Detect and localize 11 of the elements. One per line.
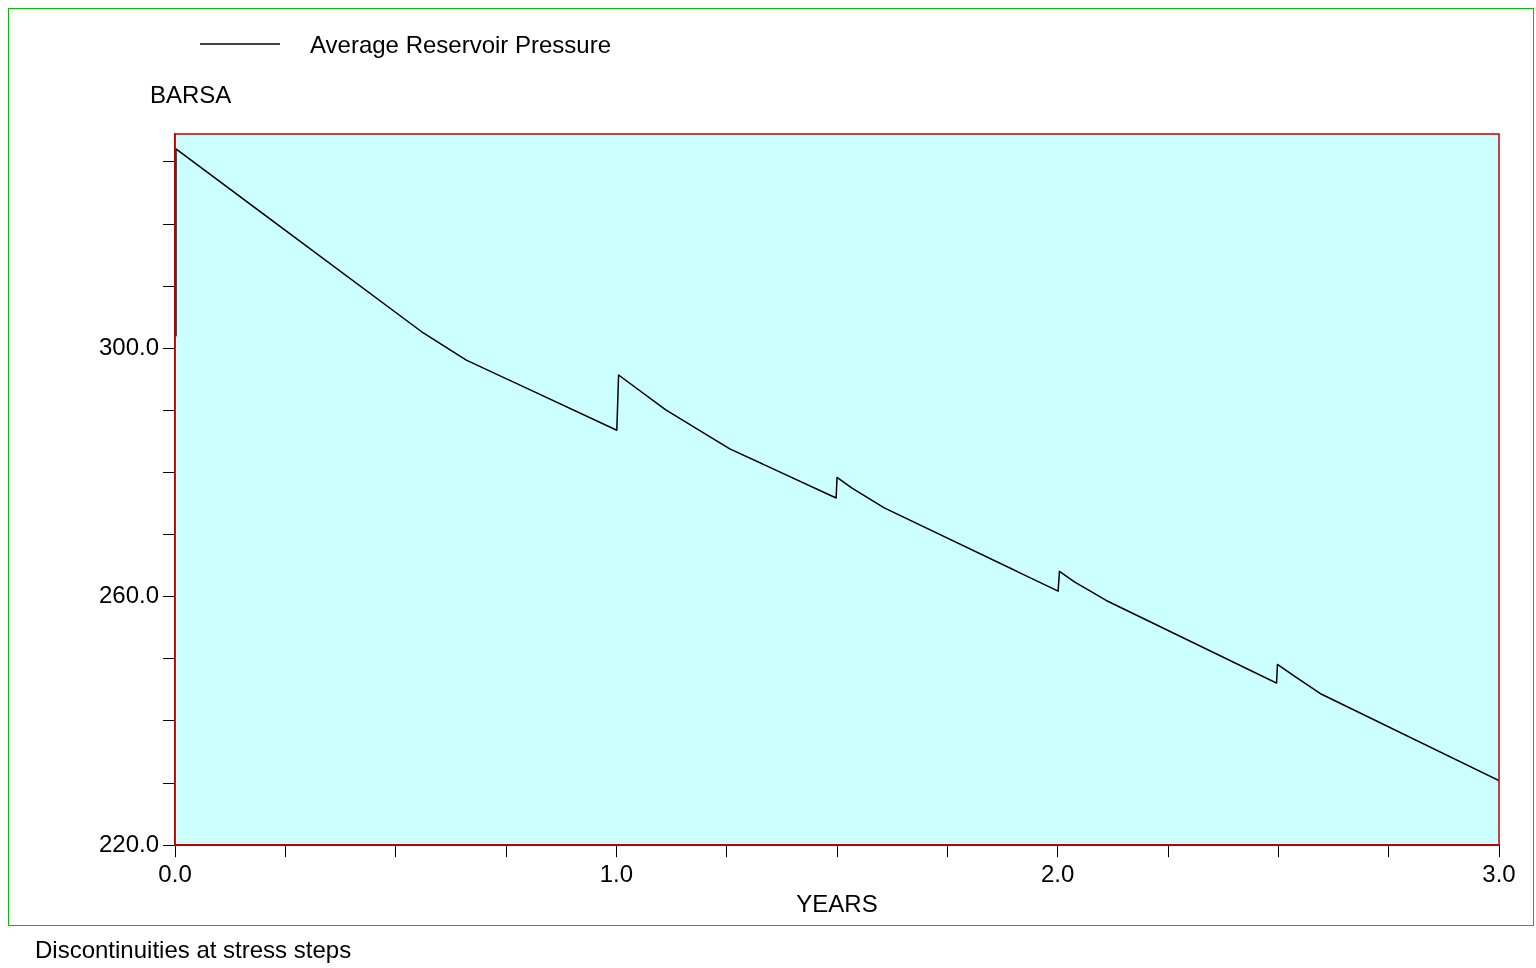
x-tick-label: 0.0 xyxy=(158,860,192,888)
x-tick-label: 1.0 xyxy=(599,860,634,888)
x-tick-label: 3.0 xyxy=(1482,860,1516,888)
y-tick-label: 220.0 xyxy=(99,829,160,857)
legend-label: Average Reservoir Pressure xyxy=(310,30,612,58)
text: Discontinuities at stress steps xyxy=(35,936,352,963)
y-tick-label: 300.0 xyxy=(99,332,160,360)
y-axis-title: BARSA xyxy=(150,81,232,108)
x-axis-title: YEARS xyxy=(796,890,878,917)
x-tick-label: 2.0 xyxy=(1041,860,1075,888)
y-tick-label: 260.0 xyxy=(99,581,160,609)
